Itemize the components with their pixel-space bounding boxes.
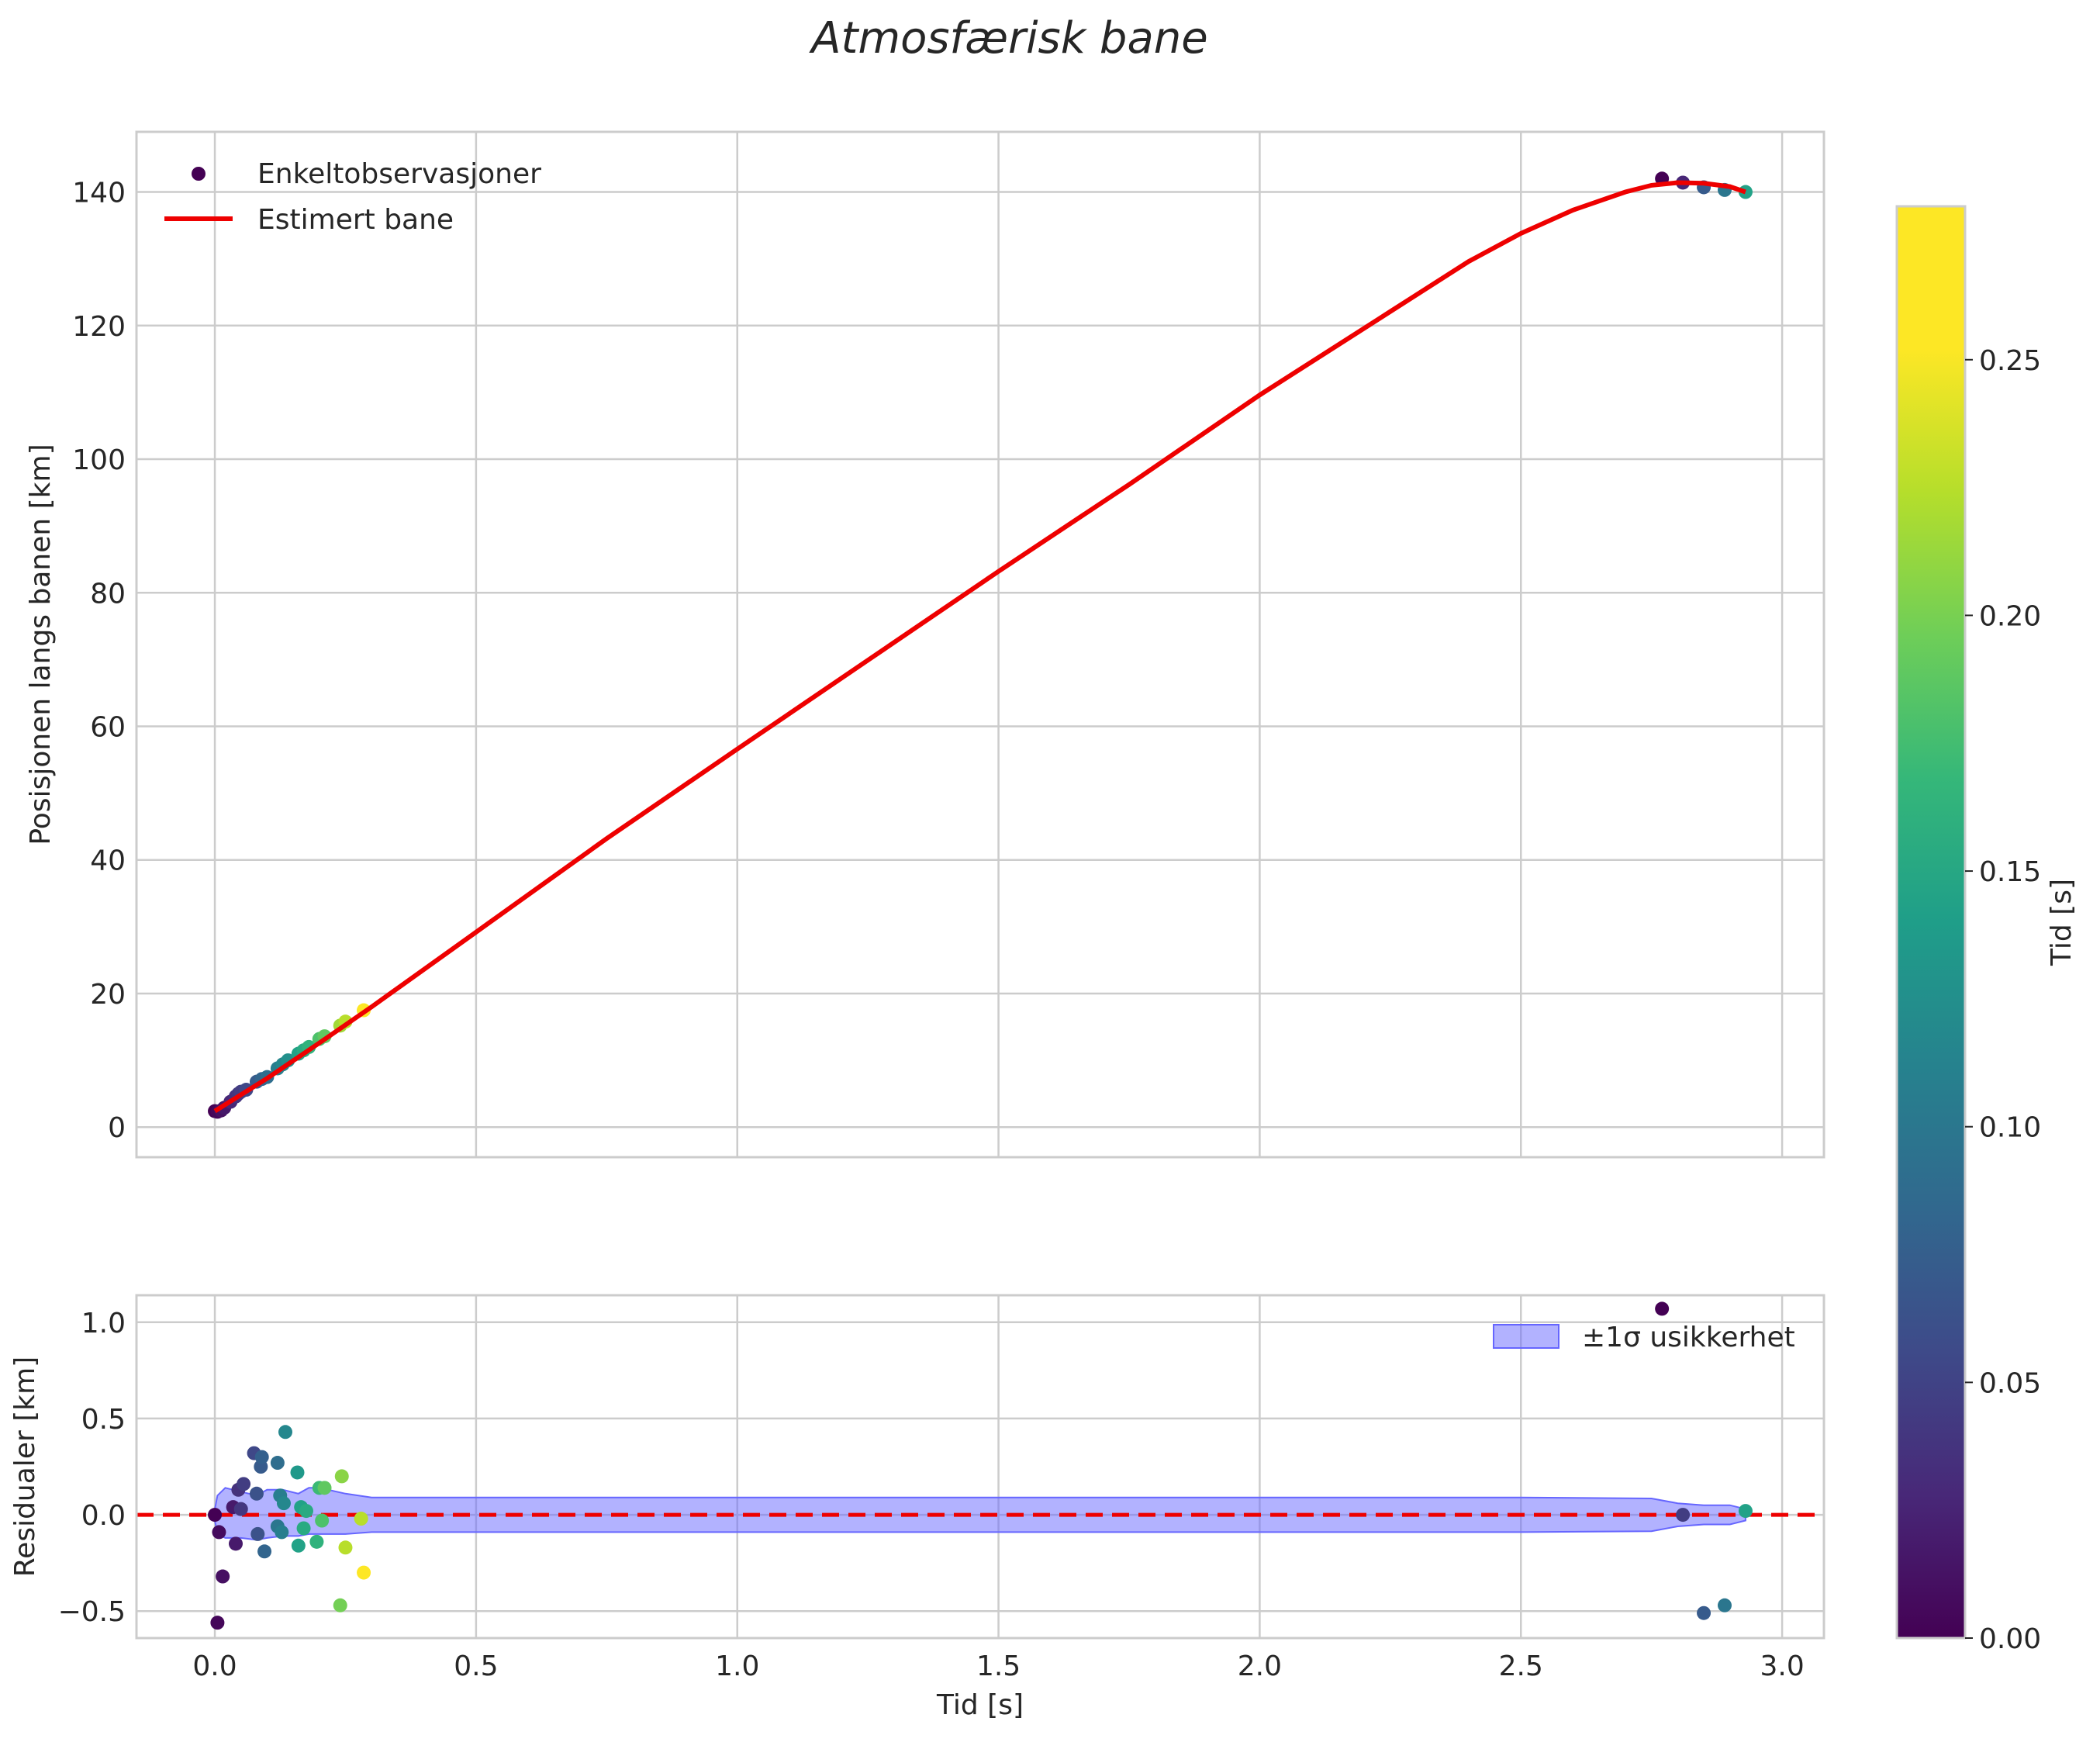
- trajectory-panel-frame: [135, 130, 1825, 1159]
- residual-points: [208, 1301, 1753, 1630]
- residual-point-20: [278, 1425, 292, 1440]
- residuals-y-axis-label: Residualer [km]: [9, 1357, 41, 1577]
- x-tick-1: 0.5: [454, 1650, 498, 1682]
- residuals-panel-background: [136, 1295, 1824, 1638]
- x-tick-6: 3.0: [1760, 1650, 1804, 1682]
- x-axis-label: Tid [s]: [936, 1689, 1024, 1721]
- residual-point-38: [1718, 1598, 1732, 1612]
- colorbar-tick-labels: 0.00 0.05 0.10 0.15 0.20 0.25: [1965, 345, 2041, 1655]
- colorbar-gradient: [1895, 205, 1967, 1640]
- residual-point-25: [299, 1504, 313, 1519]
- legend-marker-observations: [192, 167, 206, 181]
- colorbar-tick-2: 0.10: [1979, 1112, 2041, 1144]
- residual-point-7: [233, 1502, 248, 1516]
- legend-label-uncertainty: ±1σ usikkerhet: [1582, 1322, 1795, 1353]
- residual-point-22: [291, 1538, 306, 1553]
- residuals-y-tick-labels: −0.5 0.0 0.5 1.0: [58, 1308, 126, 1628]
- trajectory-grid: [136, 132, 1824, 1157]
- trajectory-y-axis-label: Posisjonen langs banen [km]: [25, 444, 57, 845]
- residual-point-34: [357, 1565, 371, 1580]
- residuals-y-tick-1: 0.0: [81, 1500, 126, 1532]
- trajectory-y-tick-7: 140: [72, 178, 126, 209]
- residuals-y-tick-2: 0.5: [81, 1404, 126, 1436]
- trajectory-legend: Enkeltobservasjoner Estimert bane: [164, 158, 541, 236]
- residual-point-33: [354, 1512, 368, 1526]
- colorbar-tick-4: 0.20: [1979, 600, 2041, 632]
- trajectory-y-tick-1: 20: [90, 979, 126, 1011]
- residual-point-30: [333, 1598, 347, 1612]
- legend-marker-uncertainty: [1493, 1324, 1559, 1349]
- residual-point-21: [290, 1465, 305, 1480]
- colorbar: 0.00 0.05 0.10 0.15 0.20 0.25 Tid [s]: [1895, 205, 2078, 1655]
- residual-point-1: [210, 1616, 225, 1630]
- residual-point-2: [212, 1525, 226, 1540]
- legend-label-observations: Enkeltobservasjoner: [257, 158, 541, 190]
- residual-point-3: [216, 1569, 230, 1584]
- x-tick-5: 2.5: [1499, 1650, 1543, 1682]
- residual-point-0: [208, 1508, 223, 1523]
- residual-point-32: [338, 1540, 353, 1555]
- residual-point-5: [229, 1536, 243, 1551]
- colorbar-tick-1: 0.05: [1979, 1367, 2041, 1399]
- x-tick-0: 0.0: [192, 1650, 237, 1682]
- residual-point-24: [296, 1521, 311, 1536]
- residual-point-19: [276, 1496, 291, 1511]
- residual-point-28: [315, 1513, 330, 1528]
- residual-point-31: [334, 1469, 349, 1484]
- trajectory-y-tick-4: 80: [90, 578, 126, 610]
- residuals-legend: ±1σ usikkerhet: [1493, 1322, 1795, 1353]
- residuals-panel: −0.5 0.0 0.5 1.0 0.0 0.5 1.0 1.5 2.0 2.5 3.0 Resi…: [9, 1294, 1825, 1721]
- x-tick-2: 1.0: [715, 1650, 759, 1682]
- x-tick-labels: 0.0 0.5 1.0 1.5 2.0 2.5 3.0: [192, 1650, 1804, 1682]
- residual-point-14: [257, 1544, 272, 1559]
- trajectory-y-tick-6: 120: [72, 311, 126, 343]
- colorbar-tick-3: 0.15: [1979, 856, 2041, 888]
- trajectory-y-tick-2: 40: [90, 845, 126, 877]
- trajectory-panel: 0 20 40 60 80 100 120 140 Posisjonen langs bane…: [25, 130, 1825, 1159]
- residual-point-36: [1676, 1508, 1691, 1523]
- residual-point-35: [1655, 1301, 1670, 1316]
- residual-point-26: [309, 1534, 324, 1549]
- x-tick-4: 2.0: [1238, 1650, 1282, 1682]
- colorbar-tick-0: 0.00: [1979, 1623, 2041, 1655]
- trajectory-y-tick-3: 60: [90, 712, 126, 744]
- estimated-trajectory-line: [213, 180, 1746, 1114]
- residual-point-10: [249, 1486, 264, 1501]
- residuals-y-tick-0: −0.5: [58, 1596, 126, 1628]
- trajectory-panel-background: [136, 132, 1824, 1157]
- colorbar-tick-5: 0.25: [1979, 345, 2041, 377]
- residual-point-18: [275, 1525, 289, 1540]
- residual-point-13: [254, 1450, 269, 1464]
- chart-title: Atmosfærisk bane: [809, 13, 1208, 64]
- x-tick-3: 1.5: [976, 1650, 1021, 1682]
- colorbar-label: Tid [s]: [2046, 879, 2078, 966]
- trajectory-y-tick-5: 100: [72, 444, 126, 476]
- residuals-panel-frame: [135, 1294, 1825, 1640]
- residual-point-11: [250, 1526, 265, 1541]
- trajectory-y-tick-labels: 0 20 40 60 80 100 120 140: [72, 178, 126, 1145]
- residual-point-8: [237, 1477, 251, 1491]
- residual-point-39: [1738, 1504, 1753, 1519]
- residual-point-15: [270, 1456, 285, 1471]
- residual-point-37: [1697, 1605, 1711, 1620]
- legend-label-trajectory: Estimert bane: [257, 204, 454, 236]
- trajectory-y-tick-0: 0: [108, 1112, 126, 1144]
- residuals-y-tick-3: 1.0: [81, 1308, 126, 1339]
- residual-point-29: [317, 1481, 332, 1495]
